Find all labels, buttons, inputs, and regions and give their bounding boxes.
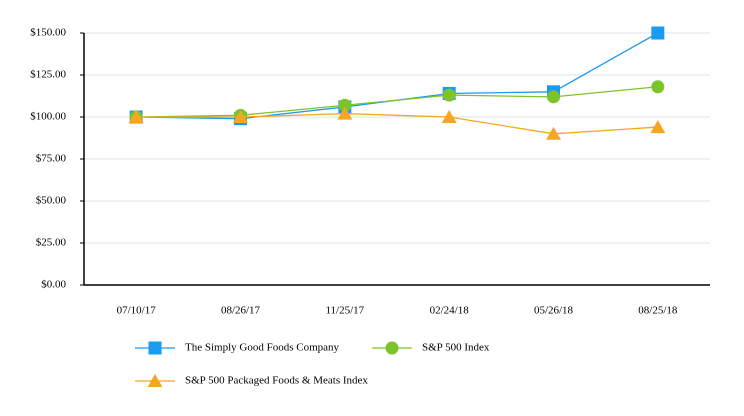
- data-point: [651, 80, 665, 94]
- y-tick-label: $125.00: [30, 69, 66, 81]
- x-tick-label: 08/26/17: [221, 305, 261, 317]
- legend-label: S&P 500 Index: [422, 342, 490, 354]
- legend-marker: [148, 341, 162, 355]
- data-point: [233, 110, 248, 123]
- data-point: [338, 98, 352, 112]
- x-tick-label: 05/26/18: [534, 305, 574, 317]
- data-point: [651, 26, 665, 40]
- data-point: [128, 110, 144, 123]
- y-tick-label: $50.00: [36, 195, 67, 207]
- legend-marker: [147, 374, 163, 387]
- y-tick-label: $150.00: [30, 27, 66, 39]
- x-tick-label: 07/10/17: [117, 305, 157, 317]
- data-point: [337, 106, 353, 120]
- series-line: [136, 112, 658, 135]
- series-line: [136, 32, 659, 120]
- data-point: [441, 110, 457, 123]
- y-tick-label: $100.00: [30, 111, 66, 123]
- legend-marker: [385, 341, 399, 355]
- y-tick-label: $75.00: [36, 153, 67, 165]
- data-point: [442, 88, 456, 102]
- series-line: [136, 86, 658, 118]
- y-tick-label: $0.00: [41, 279, 66, 291]
- x-tick-label: 11/25/17: [325, 305, 364, 317]
- x-tick-label: 08/25/18: [638, 305, 678, 317]
- data-point: [546, 126, 561, 140]
- legend-label: S&P 500 Packaged Foods & Meats Index: [185, 375, 368, 387]
- legend-label: The Simply Good Foods Company: [185, 342, 340, 354]
- data-point: [650, 120, 666, 134]
- data-point: [547, 90, 560, 104]
- x-tick-label: 02/24/18: [430, 305, 470, 317]
- y-tick-label: $25.00: [36, 237, 67, 249]
